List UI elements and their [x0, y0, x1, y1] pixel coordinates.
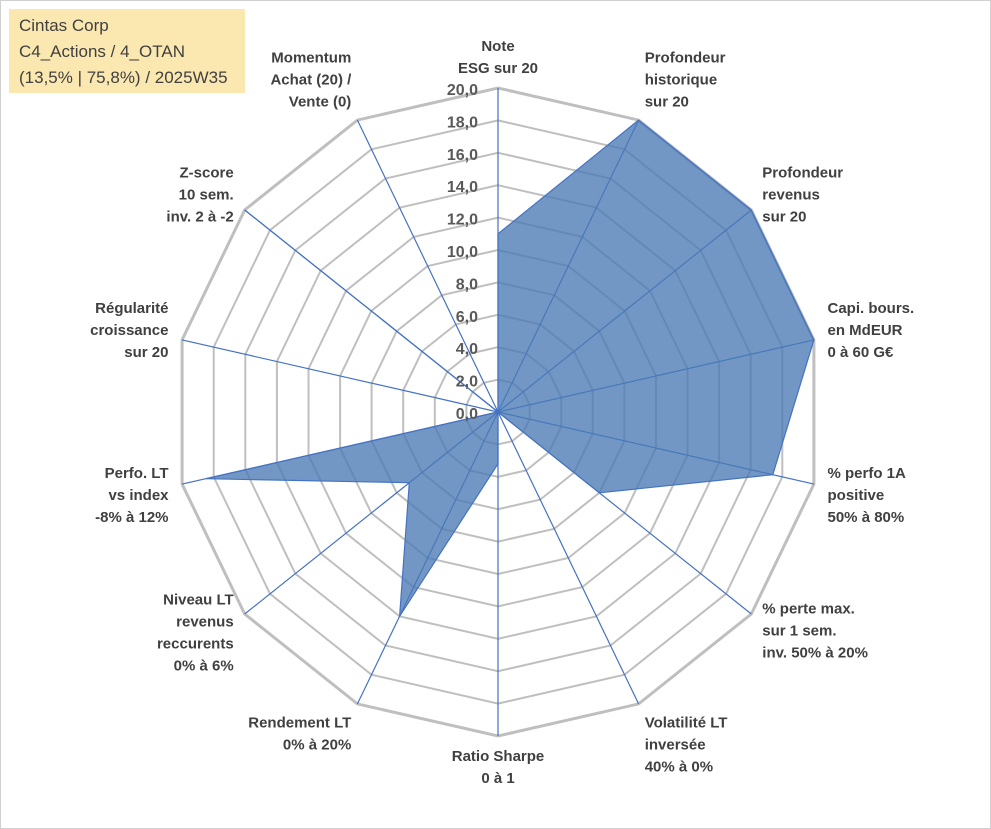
- axis-label-line: Capi. bours.: [828, 300, 915, 317]
- category-label: C4_Actions / 4_OTAN: [19, 42, 185, 61]
- axis-label-line: Achat (20) /: [270, 72, 352, 89]
- axis-label-line: 0 à 1: [481, 770, 514, 787]
- tick-label: 18,0: [447, 114, 478, 131]
- axis-label-line: Z-score: [180, 165, 234, 182]
- axis-label-line: en MdEUR: [828, 322, 903, 339]
- axis-label-line: 10 sem.: [179, 187, 234, 204]
- axis-label-line: reccurents: [157, 636, 234, 653]
- axis-label-line: sur 20: [645, 94, 689, 111]
- tick-label: 4,0: [456, 341, 478, 358]
- tick-label: 0,0: [456, 406, 478, 423]
- tick-label: 14,0: [447, 179, 478, 196]
- axis-label-line: 40% à 0%: [645, 759, 713, 776]
- axis-label-line: % perte max.: [762, 601, 855, 618]
- axis-labels: Note ESG sur 20 Profondeur historique sur 20…: [90, 38, 914, 787]
- axis-label-line: inversée: [645, 737, 706, 754]
- axis-label-line: Vente (0): [289, 94, 352, 111]
- axis-label-line: revenus: [762, 187, 820, 204]
- axis-label-line: Note: [481, 38, 514, 55]
- company-name: Cintas Corp: [19, 16, 109, 35]
- tick-label: 6,0: [456, 309, 478, 326]
- axis-label-line: 50% à 80%: [828, 509, 905, 526]
- axis-label-line: sur 20: [762, 209, 806, 226]
- axis-spoke: [181, 339, 499, 413]
- axis-label-line: Profondeur: [762, 165, 843, 182]
- tick-label: 12,0: [447, 212, 478, 229]
- axis-label-line: Rendement LT: [248, 715, 351, 732]
- axis-label-line: inv. 50% à 20%: [762, 645, 868, 662]
- axis-label-line: 0% à 6%: [174, 658, 234, 675]
- summary-label: (13,5% | 75,8%) / 2025W35: [19, 68, 228, 87]
- axis-label-line: Niveau LT: [163, 592, 234, 609]
- axis-label-line: sur 1 sem.: [762, 623, 836, 640]
- axis-label-line: Régularité: [95, 300, 168, 317]
- tick-label: 2,0: [456, 374, 478, 391]
- axis-label-line: Volatilité LT: [645, 715, 728, 732]
- tick-label: 20,0: [447, 82, 478, 99]
- axis-label-line: inv. 2 à -2: [166, 209, 233, 226]
- axis-label-line: ESG sur 20: [458, 60, 538, 77]
- tick-label: 10,0: [447, 244, 478, 261]
- axis-label-line: Momentum: [271, 50, 351, 67]
- axis-label-line: 0 à 60 G€: [828, 344, 895, 361]
- axis-label-line: sur 20: [124, 344, 168, 361]
- tick-label: 8,0: [456, 276, 478, 293]
- axis-label-line: revenus: [176, 614, 234, 631]
- axis-label-line: Ratio Sharpe: [452, 748, 545, 765]
- axis-label-line: Profondeur: [645, 50, 726, 67]
- radar-series: [205, 119, 815, 617]
- axis-label-line: Perfo. LT: [105, 465, 169, 482]
- radial-tick-labels: 0,0 2,0 4,0 6,0 8,0 10,0 12,0 14,0 16,0 18,0 20,0: [447, 82, 478, 423]
- tick-label: 16,0: [447, 147, 478, 164]
- axis-spoke: [497, 411, 640, 705]
- axis-label-line: croissance: [90, 322, 168, 339]
- axis-label-line: positive: [828, 487, 885, 504]
- axis-label-line: historique: [645, 72, 718, 89]
- axis-label-line: 0% à 20%: [283, 737, 351, 754]
- axis-label-line: % perfo 1A: [828, 465, 907, 482]
- axis-spoke: [356, 119, 499, 413]
- series-area: [205, 119, 815, 617]
- axis-label-line: vs index: [108, 487, 169, 504]
- info-box: Cintas Corp C4_Actions / 4_OTAN (13,5% |…: [9, 9, 245, 93]
- axis-label-line: -8% à 12%: [95, 509, 168, 526]
